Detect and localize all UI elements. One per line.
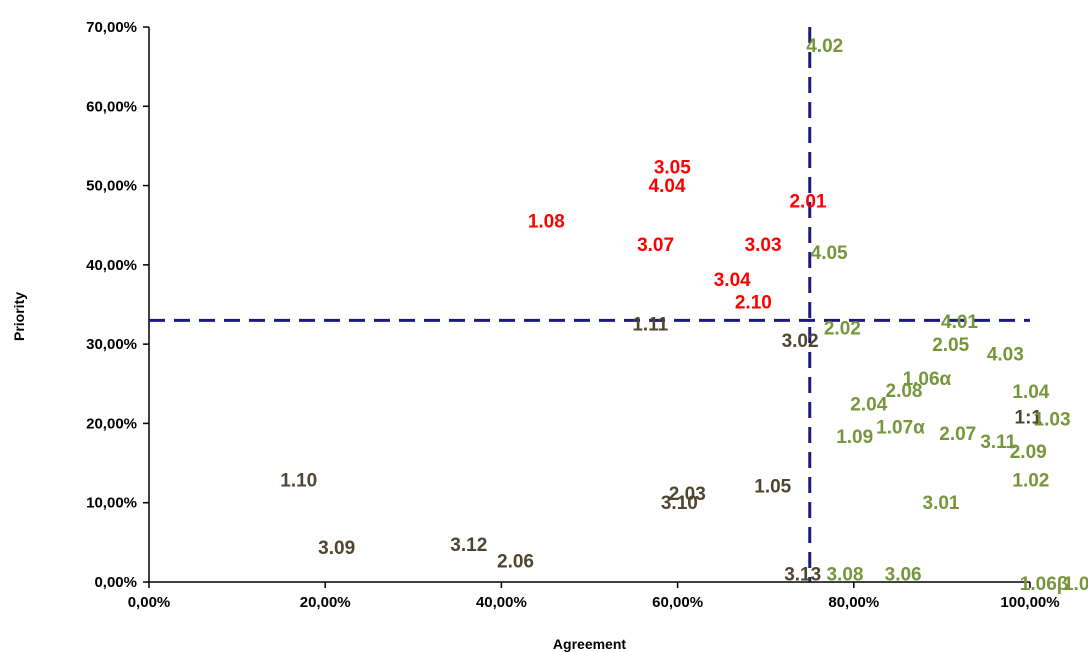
point-label: 2.09	[1010, 442, 1047, 463]
point-label: 3.04	[714, 270, 751, 291]
point-label: 1.02	[1012, 471, 1049, 492]
point-label: 1.07α	[876, 418, 925, 439]
point-label: 4.01	[941, 312, 978, 333]
point-label: 4.05	[811, 243, 848, 264]
point-label: 1.11	[632, 315, 668, 336]
point-label: 2.04	[850, 395, 887, 416]
point-label: 1.06α	[903, 369, 952, 390]
point-label: 2.08	[886, 381, 923, 402]
point-label: 3.02	[782, 331, 819, 352]
y-tick-label: 0,00%	[94, 574, 137, 591]
y-tick-label: 50,00%	[86, 178, 137, 195]
x-tick-label: 40,00%	[476, 594, 527, 611]
y-tick-label: 60,00%	[86, 98, 137, 115]
point-label: 1.03	[1034, 410, 1071, 431]
point-label: 4.04	[649, 176, 686, 197]
point-label: 3.05	[654, 158, 691, 179]
point-label: 2.06	[497, 552, 534, 573]
point-label: 1.05	[754, 476, 791, 497]
point-label: 1.06β	[1020, 574, 1069, 595]
point-label: 2.02	[824, 318, 861, 339]
point-label: 1.04	[1012, 382, 1049, 403]
y-tick-label: 70,00%	[86, 19, 137, 36]
y-tick-label: 10,00%	[86, 495, 137, 512]
point-label: 3.12	[450, 535, 487, 556]
point-label: 2.07	[939, 424, 976, 445]
point-label: 3.11	[980, 432, 1016, 453]
x-tick-label: 100,00%	[1000, 594, 1059, 611]
point-label: 3.06	[885, 564, 922, 585]
data-points: 4.02 3.054.04 2.01 1.08 3.07 3.03 4.05 3.042.10…	[280, 36, 1088, 595]
point-label: 2.10	[735, 292, 772, 313]
x-tick-label: 60,00%	[652, 594, 703, 611]
point-label: 3.07	[637, 235, 674, 256]
point-label: 1:1	[1015, 407, 1043, 428]
x-tick-label: 80,00%	[828, 594, 879, 611]
axis-ticks: 0,00% 10,00% 20,00% 30,00% 40,00% 50,00% 60,00…	[86, 19, 1059, 611]
point-label: 1.08	[528, 211, 565, 232]
point-label: 2.01	[789, 192, 826, 213]
point-label: 3.10	[661, 493, 698, 514]
point-label: 1.09	[836, 427, 873, 448]
point-label: 4.02	[806, 36, 843, 57]
point-label: 3.01	[923, 493, 960, 514]
x-tick-label: 20,00%	[300, 594, 351, 611]
point-label: 2.05	[932, 335, 969, 356]
point-label: 1.07β	[1063, 574, 1088, 595]
point-label: 3.09	[318, 538, 355, 559]
point-label: 4.03	[987, 345, 1024, 366]
y-tick-label: 30,00%	[86, 336, 137, 353]
reference-lines	[149, 27, 1030, 582]
point-label: 3.08	[826, 564, 863, 585]
point-label: 2.03	[669, 484, 706, 505]
y-tick-label: 40,00%	[86, 257, 137, 274]
y-axis-title: Priority	[11, 292, 27, 341]
axes	[148, 27, 1030, 583]
x-tick-label: 0,00%	[128, 594, 171, 611]
x-axis-title: Agreement	[553, 636, 626, 652]
y-tick-label: 20,00%	[86, 415, 137, 432]
point-label: 1.10	[280, 471, 317, 492]
point-label: 3.03	[745, 235, 782, 256]
point-label: 3.13	[784, 564, 821, 585]
